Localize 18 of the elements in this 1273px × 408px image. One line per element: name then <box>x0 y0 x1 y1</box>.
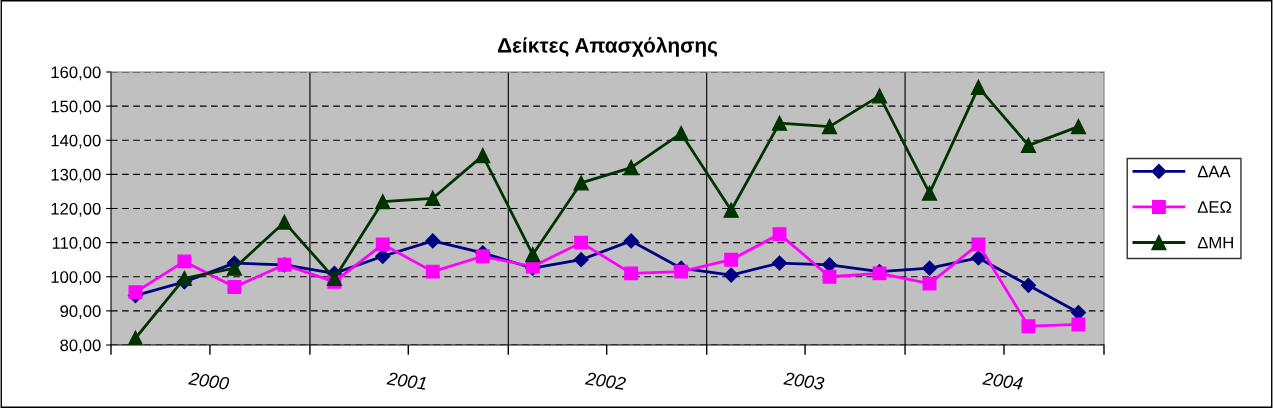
y-tick-label: 130,00 <box>51 168 101 183</box>
legend-label: ΔΕΩ <box>1197 201 1232 213</box>
y-tick-label: 110,00 <box>52 237 101 251</box>
legend-label: ΔΑΑ <box>1197 165 1231 178</box>
x-tick-label: 2004 <box>982 371 1024 390</box>
legend-label: ΔΜΗ <box>1197 236 1233 249</box>
y-tick-label: 150,00 <box>51 100 101 115</box>
y-tick-label: 90,00 <box>60 305 101 320</box>
y-tick-label: 80,00 <box>60 339 101 354</box>
y-tick-label: 120,00 <box>51 202 101 217</box>
y-tick-label: 160,00 <box>51 66 101 81</box>
chart-title: Δείκτες Απασχόλησης <box>497 36 718 57</box>
x-tick-label: 2003 <box>783 371 825 391</box>
x-tick-label: 2002 <box>584 371 627 391</box>
y-tick-label: 140,00 <box>51 134 101 149</box>
x-tick-label: 2000 <box>188 371 230 391</box>
y-tick-label: 100,00 <box>51 271 101 285</box>
x-tick-label: 2001 <box>386 371 427 390</box>
